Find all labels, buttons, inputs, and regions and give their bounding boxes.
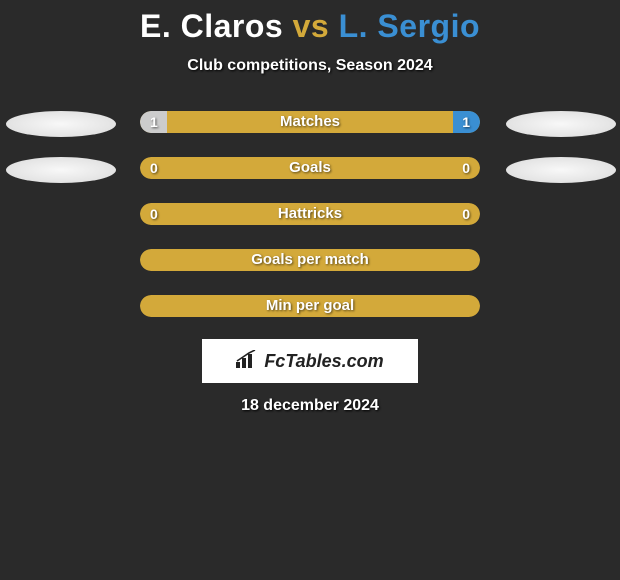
stat-bar: 00Hattricks bbox=[140, 203, 480, 225]
player1-badge bbox=[6, 111, 116, 137]
player1-badge bbox=[6, 157, 116, 183]
stat-bar: Goals per match bbox=[140, 249, 480, 271]
stat-bar: 11Matches bbox=[140, 111, 480, 133]
stat-row: 00Goals bbox=[0, 149, 620, 195]
logo-box: FcTables.com bbox=[202, 339, 418, 383]
player2-name: L. Sergio bbox=[339, 8, 480, 44]
stats-rows: 11Matches 00Goals 00Hattricks Goals per mat… bbox=[0, 103, 620, 333]
date-line: 18 december 2024 bbox=[0, 397, 620, 415]
stat-label: Matches bbox=[140, 111, 480, 133]
logo-text: FcTables.com bbox=[264, 351, 383, 372]
stat-label: Min per goal bbox=[140, 295, 480, 317]
stat-label: Goals bbox=[140, 157, 480, 179]
page-title: E. Claros vs L. Sergio bbox=[0, 8, 620, 45]
player1-name: E. Claros bbox=[140, 8, 283, 44]
subtitle: Club competitions, Season 2024 bbox=[0, 57, 620, 75]
stat-label: Goals per match bbox=[140, 249, 480, 271]
stat-bar: Min per goal bbox=[140, 295, 480, 317]
stat-label: Hattricks bbox=[140, 203, 480, 225]
stat-row: 11Matches bbox=[0, 103, 620, 149]
stat-row: Goals per match bbox=[0, 241, 620, 287]
stat-row: Min per goal bbox=[0, 287, 620, 333]
comparison-infographic: E. Claros vs L. Sergio Club competitions… bbox=[0, 0, 620, 415]
title-vs: vs bbox=[293, 8, 330, 44]
player2-badge bbox=[506, 111, 616, 137]
stat-row: 00Hattricks bbox=[0, 195, 620, 241]
bars-icon bbox=[236, 350, 258, 373]
logo: FcTables.com bbox=[236, 350, 383, 373]
stat-bar: 00Goals bbox=[140, 157, 480, 179]
player2-badge bbox=[506, 157, 616, 183]
